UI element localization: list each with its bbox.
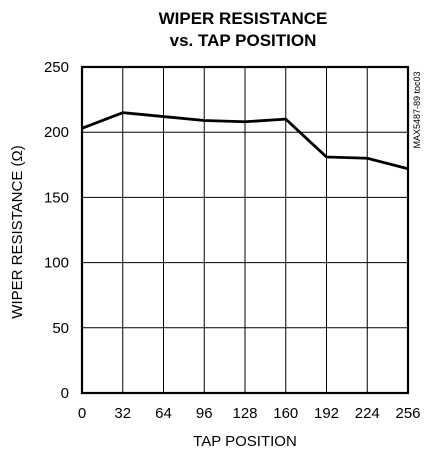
plot-frame — [80, 65, 410, 395]
x-tick-label: 256 — [395, 405, 420, 422]
figure-code-label: MAX5487-89 toc03 — [412, 71, 422, 148]
x-tick-label: 192 — [314, 405, 339, 422]
x-tick-label: 128 — [232, 405, 257, 422]
y-tick-label: 50 — [52, 320, 69, 337]
chart-title-line-2: vs. TAP POSITION — [170, 31, 317, 50]
chart-title-line-1: WIPER RESISTANCE — [159, 9, 328, 28]
y-tick-label: 100 — [44, 255, 69, 272]
y-axis-ticks: 0 50 100 150 200 250 — [44, 59, 69, 402]
x-axis-ticks: 0 32 64 96 128 160 192 224 256 — [78, 405, 421, 422]
x-axis-label: TAP POSITION — [193, 433, 297, 450]
x-tick-label: 32 — [114, 405, 131, 422]
y-tick-label: 0 — [61, 385, 69, 402]
grid — [81, 66, 409, 394]
y-tick-label: 150 — [44, 189, 69, 206]
x-tick-label: 64 — [155, 405, 172, 422]
y-tick-label: 200 — [44, 124, 69, 141]
x-tick-label: 160 — [273, 405, 298, 422]
series-group — [81, 111, 409, 171]
x-tick-label: 96 — [196, 405, 213, 422]
y-tick-label: 250 — [44, 59, 69, 76]
x-tick-label: 0 — [78, 405, 86, 422]
y-axis-label: WIPER RESISTANCE (Ω) — [9, 145, 26, 318]
x-tick-label: 224 — [355, 405, 380, 422]
